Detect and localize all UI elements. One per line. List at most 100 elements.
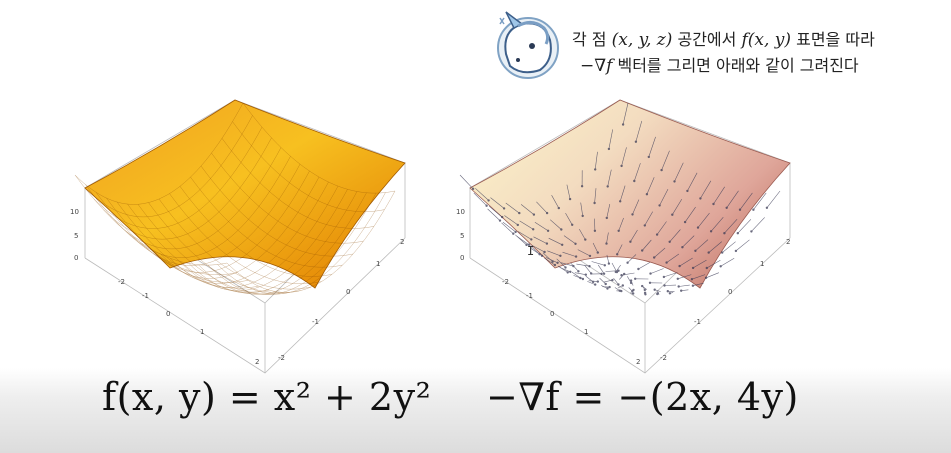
gradient-arrow xyxy=(597,264,605,274)
gradient-arrow-head xyxy=(634,277,637,281)
gradient-arrow-head xyxy=(655,233,659,236)
gradient-arrow-head xyxy=(623,272,626,276)
gradient-arrow-head xyxy=(647,155,651,159)
gradient-arrow-head xyxy=(502,207,506,210)
gradient-arrow xyxy=(606,232,609,244)
x-tick: 1 xyxy=(584,328,588,336)
gradient-arrow-head xyxy=(574,255,578,258)
gradient-arrow xyxy=(550,219,562,230)
z-tick: 0 xyxy=(74,254,78,262)
gradient-arrow xyxy=(504,215,518,226)
gradient-arrow-head xyxy=(577,270,580,273)
gradient-arrow-head xyxy=(532,213,536,216)
gradient-arrow-head xyxy=(696,226,700,229)
gradient-arrow xyxy=(674,162,684,182)
y-tick: -1 xyxy=(312,318,319,326)
gradient-arrow-head xyxy=(643,288,647,292)
gradient-arrow-head xyxy=(704,276,708,280)
gradient-arrow xyxy=(545,257,558,264)
gradient-arrow xyxy=(544,257,556,266)
gradient-arrow xyxy=(571,271,581,279)
gradient-arrow-head xyxy=(605,242,608,245)
gradient-arrow-head xyxy=(594,283,597,286)
gradient-arrow-head xyxy=(750,230,753,233)
gradient-arrow-head xyxy=(738,208,742,211)
x-tick: 2 xyxy=(636,358,640,366)
gradient-arrow-head xyxy=(736,232,739,235)
gradient-arrow-head xyxy=(596,280,600,283)
gradient-arrow-head xyxy=(721,251,724,254)
gradient-arrow-head xyxy=(632,292,635,295)
gradient-arrow-head xyxy=(605,216,609,220)
gradient-arrow xyxy=(515,234,527,246)
gradient-arrow-head xyxy=(531,228,535,231)
gradient-arrow-head xyxy=(603,264,607,267)
gradient-arrow-head xyxy=(617,229,620,233)
gradient-arrow-head xyxy=(683,220,687,224)
gradient-arrow-head xyxy=(580,184,584,188)
gradient-arrow-head xyxy=(626,261,629,264)
gradient-arrow-head xyxy=(553,263,557,267)
gradient-arrow-head xyxy=(606,185,609,188)
gradient-arrow-head xyxy=(709,230,713,233)
gradient-arrow xyxy=(622,102,629,125)
gradient-arrow xyxy=(475,188,489,201)
gradient-arrow-head xyxy=(719,265,722,268)
gradient-arrow xyxy=(487,208,501,221)
gradient-arrow xyxy=(473,192,487,206)
gradient-arrow xyxy=(562,251,577,257)
gradient-arrow xyxy=(611,262,618,273)
gradient-arrow xyxy=(534,222,549,232)
gradient-arrow xyxy=(724,218,738,234)
z-axis-ticks: 10 5 0 xyxy=(456,208,465,262)
unicorn-mascot-icon xyxy=(497,11,559,79)
gradient-arrow xyxy=(548,237,563,246)
x-tick: 2 xyxy=(255,358,259,366)
gradient-arrow-head xyxy=(649,272,652,275)
gradient-arrow-head xyxy=(588,254,592,258)
gradient-arrow-head xyxy=(633,179,636,183)
gradient-arrow xyxy=(695,239,709,252)
text-cursor-icon: I xyxy=(527,244,535,258)
gradient-arrow xyxy=(678,284,690,287)
gradient-arrow-head xyxy=(678,264,681,268)
gradient-arrow xyxy=(558,265,568,273)
mesh-line xyxy=(226,190,396,293)
gradient-arrow-head xyxy=(530,238,533,241)
gradient-arrow xyxy=(656,221,667,235)
gradient-arrow xyxy=(679,257,693,267)
paraboloid-surface-plot: 10 5 0 -2 -1 0 1 2 -2 -1 0 1 2 xyxy=(70,99,406,374)
y-axis-ticks: -2 -1 0 1 2 xyxy=(660,238,790,362)
gradient-arrow xyxy=(735,239,750,252)
gradient-arrow-head xyxy=(617,283,620,286)
gradient-arrow xyxy=(684,206,696,223)
gradient-arrow xyxy=(650,268,664,274)
gradient-arrow-head xyxy=(671,213,674,216)
gradient-arrow-head xyxy=(677,285,680,288)
gradient-arrow-head xyxy=(594,168,597,171)
gradient-arrow-head xyxy=(512,232,515,235)
gradient-arrow-head xyxy=(588,265,591,268)
annotation-block: 각 점 (x, y, z) 공간에서 f(x, y) 표면을 따라 −∇f 벡터… xyxy=(492,4,947,84)
gradient-arrow-head xyxy=(734,249,738,253)
gradient-arrow-head xyxy=(668,292,672,295)
gradient-arrow-head xyxy=(556,261,559,265)
gradient-arrow-head xyxy=(591,280,595,284)
gradient-arrow-head xyxy=(637,267,640,271)
gradient-arrow xyxy=(579,228,586,240)
y-tick: -2 xyxy=(660,354,667,362)
gradient-arrow-head xyxy=(666,290,670,293)
gradient-arrow xyxy=(577,249,591,257)
gradient-arrow-head xyxy=(686,189,689,193)
gradient-arrow xyxy=(505,202,520,214)
gradient-arrow-head xyxy=(487,199,490,202)
gradient-arrow-head xyxy=(559,254,562,258)
mesh-line xyxy=(74,174,228,266)
mesh-line xyxy=(169,186,339,288)
gradient-arrow xyxy=(739,192,753,210)
gradient-arrow-head xyxy=(752,208,755,211)
y-tick: 0 xyxy=(346,288,350,296)
gradient-arrow xyxy=(751,217,765,232)
gradient-arrow xyxy=(638,262,650,270)
gradient-arrow-head xyxy=(705,266,708,270)
